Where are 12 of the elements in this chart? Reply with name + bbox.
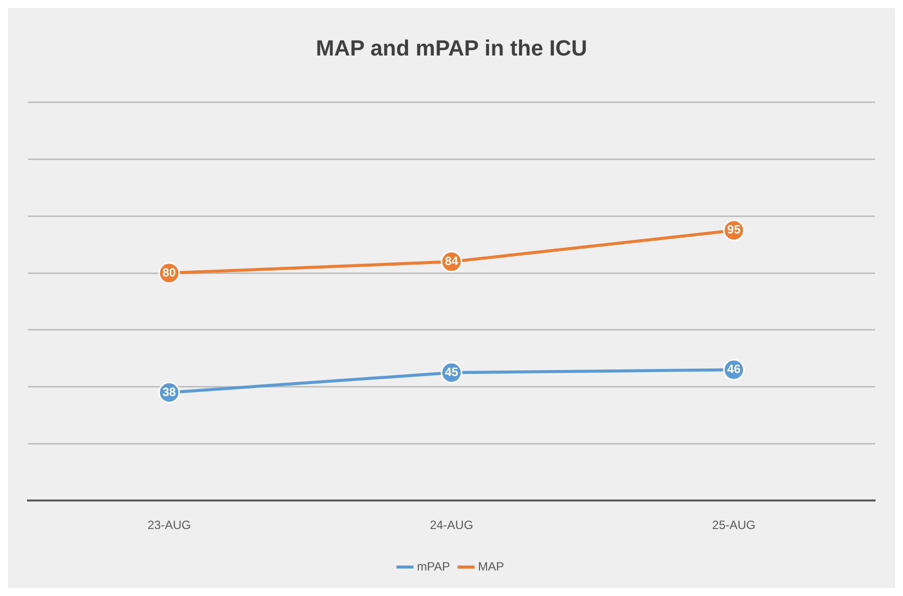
- data-label: 84: [444, 254, 458, 268]
- legend-label: mPAP: [416, 559, 450, 574]
- data-label: 46: [727, 362, 741, 376]
- x-tick-label: 23-AUG: [147, 518, 191, 532]
- x-tick-label: 25-AUG: [712, 518, 756, 532]
- data-label: 95: [727, 222, 741, 237]
- data-label: 38: [162, 384, 176, 399]
- data-label: 45: [444, 364, 458, 379]
- x-tick-label: 24-AUG: [430, 518, 474, 532]
- legend-label: MAP: [478, 559, 504, 574]
- data-label: 80: [162, 265, 176, 280]
- chart-title: MAP and mPAP in the ICU: [316, 35, 588, 60]
